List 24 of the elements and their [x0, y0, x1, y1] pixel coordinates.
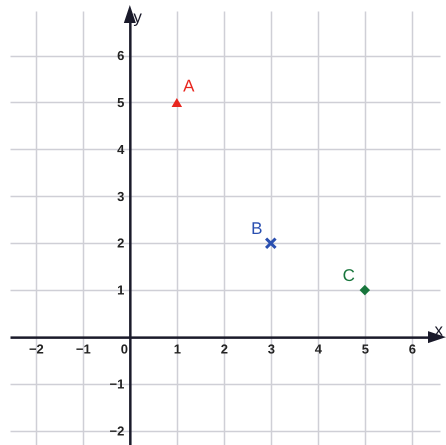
y-tick-label: 5 [117, 94, 124, 110]
point [360, 284, 370, 296]
point [264, 237, 278, 250]
x-tick-label: 1 [174, 342, 181, 357]
x-tick-label: −1 [76, 342, 91, 357]
y-tick-label: 1 [117, 282, 124, 298]
y-tick-label: −2 [110, 423, 124, 438]
y-tick-label: 4 [117, 142, 126, 157]
x-tick-label: 0 [120, 342, 128, 357]
x-tick-label: 3 [268, 342, 275, 357]
x-tick-label: 6 [408, 342, 416, 357]
y-tick-label: 3 [117, 188, 124, 204]
series-label: C [342, 266, 355, 286]
x-tick-label: 2 [220, 342, 228, 357]
y-tick-label: −1 [110, 376, 124, 392]
y-tick-label: 6 [117, 48, 124, 64]
x-tick-label: 5 [362, 342, 369, 357]
point [172, 98, 182, 108]
x-tick-label: −2 [28, 342, 44, 357]
x-tick-label: 4 [314, 342, 323, 357]
y-axis-title: y [133, 8, 142, 26]
series-label: A [183, 76, 196, 96]
series-label: B [251, 219, 262, 238]
y-tick-label: 2 [117, 236, 124, 251]
